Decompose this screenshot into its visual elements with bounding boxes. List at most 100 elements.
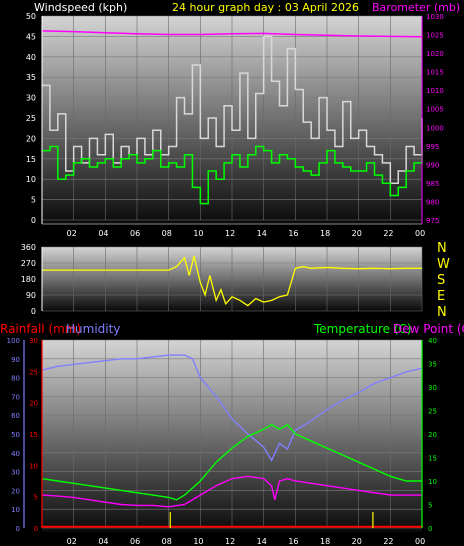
dewpoint-axis-title: Dew Point (C) (393, 322, 464, 336)
windspeed-tick-label: 10 (26, 175, 36, 184)
windspeed-tick-label: 30 (26, 94, 36, 103)
barometer-tick-label: 995 (426, 143, 439, 151)
x-tick-label: 22 (383, 229, 393, 238)
direction-label-north-top: N (437, 241, 447, 256)
windspeed-tick-label: 45 (26, 32, 36, 41)
temperature-tick-label: 15 (428, 455, 437, 463)
x-tick-label: 02 (67, 537, 77, 546)
windspeed-tick-label: 5 (31, 196, 36, 205)
temperature-tick-label: 25 (428, 408, 437, 416)
x-tick-label: 22 (383, 537, 393, 546)
barometer-tick-label: 990 (426, 161, 439, 169)
rainfall-tick-label: 10 (29, 462, 38, 470)
x-tick-label: 16 (288, 537, 298, 546)
barometer-tick-label: 1005 (426, 106, 444, 114)
direction-tick-label: 180 (21, 275, 36, 284)
barometer-tick-label: 1015 (426, 69, 444, 77)
x-tick-label: 04 (98, 229, 108, 238)
direction-label-west: W (437, 257, 450, 272)
barometer-series (41, 30, 423, 38)
barometer-axis-title: Barometer (mb) (372, 1, 460, 14)
humidity-tick-label: 0 (16, 525, 20, 533)
wind-gust-series (42, 35, 423, 185)
x-tick-label: 14 (257, 537, 267, 546)
barometer-tick-label: 1020 (426, 50, 444, 58)
humidity-tick-label: 70 (11, 393, 20, 401)
series-lines (41, 30, 423, 528)
direction-label-north-bottom: N (437, 305, 447, 320)
x-tick-label: 02 (67, 229, 77, 238)
humidity-tick-label: 90 (11, 356, 20, 364)
humidity-axis-title: Humidity (66, 322, 120, 336)
temperature-tick-label: 20 (428, 431, 437, 439)
direction-label-east: E (437, 289, 445, 304)
x-tick-label: 06 (130, 537, 140, 546)
x-tick-label: 06 (130, 229, 140, 238)
direction-tick-label: 270 (21, 259, 36, 268)
direction-label-south: S (437, 273, 445, 288)
rainfall-axis-title: Rainfall (mm) (0, 322, 81, 336)
barometer-tick-label: 1000 (426, 124, 444, 132)
barometer-tick-label: 1030 (426, 13, 444, 21)
temperature-axis-title: Temperature (C) (313, 322, 412, 336)
x-tick-label: 18 (320, 537, 330, 546)
windspeed-tick-label: 40 (26, 53, 36, 62)
windspeed-axis-title: Windspeed (kph) (34, 1, 127, 14)
rainfall-tick-label: 15 (29, 431, 38, 439)
humidity-tick-label: 60 (11, 412, 20, 420)
temperature-tick-label: 5 (428, 502, 432, 510)
humidity-tick-label: 100 (7, 337, 20, 345)
windspeed-tick-label: 35 (26, 73, 36, 82)
x-tick-label: 12 (225, 229, 235, 238)
barometer-tick-label: 980 (426, 198, 439, 206)
x-tick-label: 14 (257, 229, 267, 238)
windspeed-tick-label: 0 (31, 216, 36, 225)
windspeed-tick-label: 20 (26, 134, 36, 143)
windspeed-tick-label: 25 (26, 114, 36, 123)
x-tick-label: 20 (352, 229, 362, 238)
x-tick-label: 12 (225, 537, 235, 546)
barometer-tick-label: 1010 (426, 87, 444, 95)
temperature-tick-label: 30 (428, 384, 437, 392)
humidity-tick-label: 20 (11, 487, 20, 495)
dewpoint-series (41, 475, 422, 508)
x-tick-label: 10 (193, 537, 203, 546)
temperature-tick-label: 10 (428, 478, 437, 486)
humidity-tick-label: 40 (11, 450, 20, 458)
wind-direction-series (42, 255, 422, 307)
barometer-tick-label: 975 (426, 217, 439, 225)
direction-tick-label: 90 (26, 291, 36, 300)
wind-average-series (42, 145, 423, 205)
x-tick-label: 18 (320, 229, 330, 238)
temperature-tick-label: 0 (428, 525, 432, 533)
direction-tick-label: 360 (21, 243, 36, 252)
graph-title: 24 hour graph day : 03 April 2026 (172, 1, 359, 14)
barometer-tick-label: 985 (426, 180, 439, 188)
rainfall-tick-label: 20 (29, 400, 38, 408)
direction-tick-label: 0 (31, 307, 36, 316)
x-tick-label: 04 (98, 537, 108, 546)
rainfall-tick-label: 30 (29, 337, 38, 345)
x-tick-label: 08 (162, 229, 172, 238)
temperature-series (41, 423, 422, 501)
barometer-tick-label: 1025 (426, 32, 444, 40)
x-tick-label: 20 (352, 537, 362, 546)
windspeed-tick-label: 15 (26, 155, 36, 164)
rainfall-tick-label: 25 (29, 368, 38, 376)
humidity-series (41, 354, 423, 462)
x-tick-label: 08 (162, 537, 172, 546)
windspeed-tick-label: 50 (26, 12, 36, 21)
x-tick-label: 16 (288, 229, 298, 238)
rainfall-tick-label: 5 (34, 494, 38, 502)
humidity-tick-label: 10 (11, 506, 20, 514)
x-tick-label: 00 (415, 537, 425, 546)
x-tick-label: 10 (193, 229, 203, 238)
humidity-tick-label: 30 (11, 469, 20, 477)
temperature-tick-label: 40 (428, 337, 437, 345)
humidity-tick-label: 50 (11, 431, 20, 439)
x-tick-label: 00 (415, 229, 425, 238)
humidity-tick-label: 80 (11, 375, 20, 383)
temperature-tick-label: 35 (428, 361, 437, 369)
